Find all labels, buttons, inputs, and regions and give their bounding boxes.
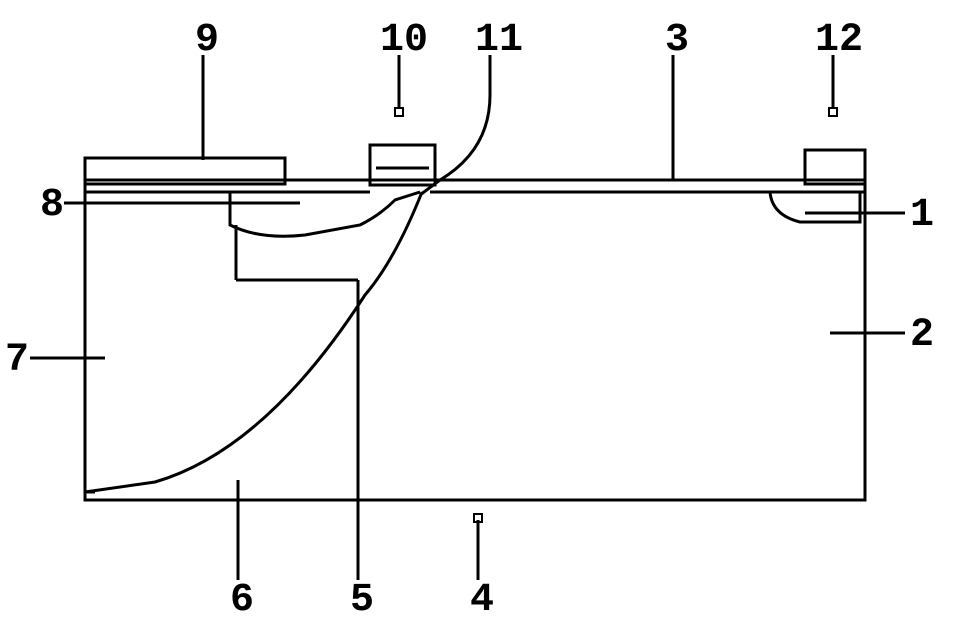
callout-label-12: 12 (815, 18, 863, 63)
engineering-diagram: 123456789101112 (0, 0, 956, 630)
callout-label-11: 11 (475, 18, 523, 63)
callout-label-8: 8 (40, 183, 64, 228)
callout-labels: 123456789101112 (5, 18, 934, 623)
callout-label-3: 3 (665, 18, 689, 63)
callout-label-4: 4 (470, 578, 494, 623)
callout-label-2: 2 (910, 313, 934, 358)
callout-label-10: 10 (380, 18, 428, 63)
deep-well-boundary (85, 192, 422, 492)
leader-line-l11 (420, 55, 490, 195)
callout-label-6: 6 (230, 578, 254, 623)
leader-terminals (395, 108, 837, 522)
callout-label-1: 1 (910, 193, 934, 238)
terminal-t10 (395, 108, 403, 116)
callout-label-7: 7 (5, 338, 29, 383)
substrate-outline (85, 180, 865, 500)
callout-label-5: 5 (350, 578, 374, 623)
callout-label-9: 9 (195, 18, 219, 63)
terminal-t12 (829, 108, 837, 116)
source-well (230, 192, 420, 236)
drain-well (770, 192, 860, 222)
device-cross-section (85, 145, 865, 500)
